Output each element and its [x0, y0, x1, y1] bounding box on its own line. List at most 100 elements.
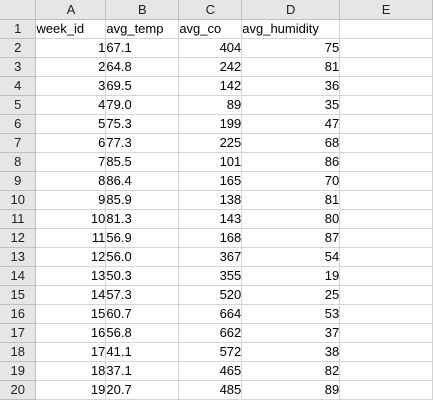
cell-avg-temp[interactable]: 56.8	[105, 323, 180, 343]
cell-avg-temp[interactable]: 75.3	[105, 114, 180, 134]
row-header[interactable]: 1	[0, 19, 37, 39]
cell-avg-co[interactable]: 168	[178, 228, 243, 248]
cell-empty[interactable]	[339, 114, 433, 134]
cell-avg-temp[interactable]: 50.3	[105, 266, 180, 286]
row-header[interactable]: 4	[0, 76, 37, 96]
cell-empty[interactable]	[339, 209, 433, 229]
cell-empty[interactable]	[339, 152, 433, 172]
cell-week-id[interactable]: 15	[35, 304, 107, 324]
cell-empty[interactable]	[339, 38, 433, 58]
cell-empty[interactable]	[339, 285, 433, 305]
row-header[interactable]: 12	[0, 228, 37, 248]
column-header-b[interactable]: B	[105, 0, 180, 20]
cell-avg-temp[interactable]: 69.5	[105, 76, 180, 96]
cell-avg-humidity[interactable]: 54	[241, 247, 341, 267]
cell-avg-temp[interactable]: 77.3	[105, 133, 180, 153]
cell-avg-humidity[interactable]: 36	[241, 76, 341, 96]
cell-avg-humidity[interactable]: 87	[241, 228, 341, 248]
cell-week-id[interactable]: 14	[35, 285, 107, 305]
cell-avg-humidity[interactable]: 19	[241, 266, 341, 286]
cell-avg-humidity[interactable]: 38	[241, 342, 341, 362]
cell-avg-temp[interactable]: 57.3	[105, 285, 180, 305]
row-header[interactable]: 17	[0, 323, 37, 343]
cell-week-id[interactable]: 11	[35, 228, 107, 248]
row-header[interactable]: 6	[0, 114, 37, 134]
cell-week-id[interactable]: 19	[35, 380, 107, 400]
cell-empty[interactable]	[339, 228, 433, 248]
row-header[interactable]: 11	[0, 209, 37, 229]
cell-empty[interactable]	[339, 266, 433, 286]
cell-week-id[interactable]: 8	[35, 171, 107, 191]
cell-avg-temp[interactable]: 85.5	[105, 152, 180, 172]
cell-avg-temp[interactable]: 41.1	[105, 342, 180, 362]
row-header[interactable]: 16	[0, 304, 37, 324]
cell-avg-humidity[interactable]: 86	[241, 152, 341, 172]
cell-avg-co[interactable]: 485	[178, 380, 243, 400]
row-header[interactable]: 19	[0, 361, 37, 381]
cell-avg-humidity[interactable]: 35	[241, 95, 341, 115]
column-header-e[interactable]: E	[339, 0, 433, 20]
cell-week-id[interactable]: 13	[35, 266, 107, 286]
cell-avg-co[interactable]: 101	[178, 152, 243, 172]
cell-avg-temp[interactable]: 81.3	[105, 209, 180, 229]
cell-avg-co[interactable]: 520	[178, 285, 243, 305]
row-header[interactable]: 9	[0, 171, 37, 191]
cell-week-id[interactable]: 16	[35, 323, 107, 343]
cell-avg-co[interactable]: 465	[178, 361, 243, 381]
column-header-c[interactable]: C	[178, 0, 243, 20]
row-header[interactable]: 2	[0, 38, 37, 58]
cell-avg-temp[interactable]: 86.4	[105, 171, 180, 191]
cell-d1[interactable]: avg_humidity	[241, 19, 341, 39]
cell-avg-co[interactable]: 138	[178, 190, 243, 210]
row-header[interactable]: 13	[0, 247, 37, 267]
cell-empty[interactable]	[339, 133, 433, 153]
column-header-d[interactable]: D	[241, 0, 341, 20]
cell-avg-humidity[interactable]: 82	[241, 361, 341, 381]
cell-week-id[interactable]: 18	[35, 361, 107, 381]
cell-avg-humidity[interactable]: 53	[241, 304, 341, 324]
cell-avg-co[interactable]: 199	[178, 114, 243, 134]
cell-empty[interactable]	[339, 95, 433, 115]
cell-week-id[interactable]: 12	[35, 247, 107, 267]
cell-avg-humidity[interactable]: 47	[241, 114, 341, 134]
select-all-corner[interactable]	[0, 0, 37, 20]
cell-week-id[interactable]: 7	[35, 152, 107, 172]
cell-avg-co[interactable]: 89	[178, 95, 243, 115]
cell-avg-co[interactable]: 662	[178, 323, 243, 343]
cell-empty[interactable]	[339, 380, 433, 400]
row-header[interactable]: 15	[0, 285, 37, 305]
row-header[interactable]: 14	[0, 266, 37, 286]
cell-week-id[interactable]: 4	[35, 95, 107, 115]
cell-avg-co[interactable]: 225	[178, 133, 243, 153]
cell-avg-temp[interactable]: 56.0	[105, 247, 180, 267]
row-header[interactable]: 5	[0, 95, 37, 115]
row-header[interactable]: 3	[0, 57, 37, 77]
cell-avg-humidity[interactable]: 81	[241, 57, 341, 77]
cell-week-id[interactable]: 1	[35, 38, 107, 58]
cell-empty[interactable]	[339, 171, 433, 191]
row-header[interactable]: 20	[0, 380, 37, 400]
cell-avg-co[interactable]: 142	[178, 76, 243, 96]
cell-week-id[interactable]: 9	[35, 190, 107, 210]
cell-avg-co[interactable]: 367	[178, 247, 243, 267]
cell-empty[interactable]	[339, 323, 433, 343]
cell-avg-co[interactable]: 165	[178, 171, 243, 191]
cell-avg-co[interactable]: 572	[178, 342, 243, 362]
cell-avg-temp[interactable]: 64.8	[105, 57, 180, 77]
cell-avg-co[interactable]: 664	[178, 304, 243, 324]
row-header[interactable]: 7	[0, 133, 37, 153]
row-header[interactable]: 10	[0, 190, 37, 210]
cell-avg-humidity[interactable]: 25	[241, 285, 341, 305]
cell-week-id[interactable]: 17	[35, 342, 107, 362]
row-header[interactable]: 8	[0, 152, 37, 172]
cell-empty[interactable]	[339, 247, 433, 267]
cell-empty[interactable]	[339, 76, 433, 96]
cell-week-id[interactable]: 6	[35, 133, 107, 153]
cell-avg-humidity[interactable]: 37	[241, 323, 341, 343]
cell-avg-humidity[interactable]: 89	[241, 380, 341, 400]
cell-avg-temp[interactable]: 67.1	[105, 38, 180, 58]
cell-empty[interactable]	[339, 190, 433, 210]
cell-avg-co[interactable]: 355	[178, 266, 243, 286]
cell-empty[interactable]	[339, 361, 433, 381]
cell-avg-humidity[interactable]: 70	[241, 171, 341, 191]
